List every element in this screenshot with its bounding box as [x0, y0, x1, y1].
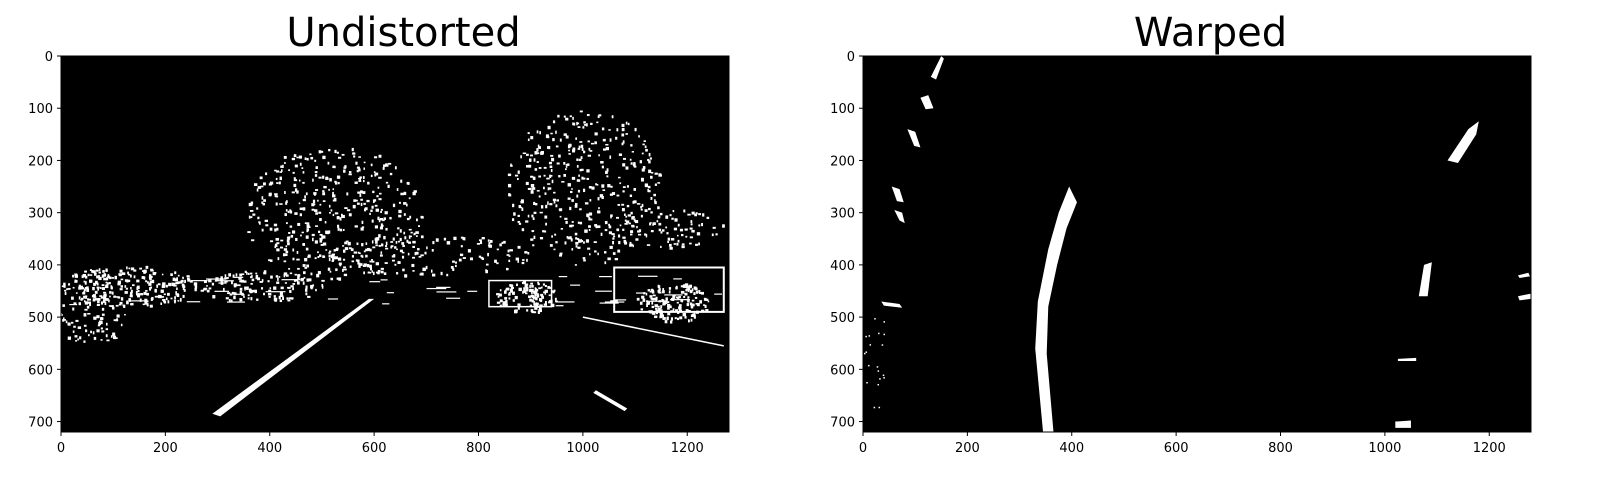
y-tick-label: 600: [28, 363, 53, 378]
warped-title: Warped: [1133, 10, 1288, 56]
axes-frame: [60, 55, 730, 433]
y-tick-label: 200: [830, 154, 855, 169]
y-tick-label: 700: [28, 416, 53, 431]
x-tick-label: 400: [257, 441, 282, 456]
x-tick-label: 400: [1059, 441, 1084, 456]
y-tick-label: 100: [830, 102, 855, 117]
y-tick-label: 0: [847, 50, 855, 65]
y-tick-label: 400: [28, 259, 53, 274]
x-tick-label: 1000: [1368, 441, 1401, 456]
warped-image-axes: 0 200 400 600 800 1000 1200 0 100 200 300 400 500 600…: [830, 50, 1532, 456]
undistorted-image-axes: 0 200 400 600 800 1000 1200 0 100 200 300 400 500 600…: [28, 50, 730, 456]
x-tick-label: 1200: [1473, 441, 1506, 456]
x-tick-label: 0: [57, 441, 65, 456]
y-tick-label: 300: [830, 207, 855, 222]
binary-image: [61, 56, 729, 432]
y-tick-label: 0: [45, 50, 53, 65]
x-tick-label: 800: [1268, 441, 1293, 456]
axes-frame: [862, 55, 1532, 433]
y-tick-label: 500: [28, 311, 53, 326]
x-tick-label: 600: [362, 441, 387, 456]
y-tick-label: 400: [830, 259, 855, 274]
x-tick-label: 0: [859, 441, 867, 456]
y-tick-label: 100: [28, 102, 53, 117]
x-tick-label: 600: [1164, 441, 1189, 456]
image-content: [51, 110, 725, 417]
y-tick-label: 600: [830, 363, 855, 378]
x-tick-label: 1000: [566, 441, 599, 456]
image-content: [864, 56, 1531, 432]
binary-image: [863, 56, 1531, 432]
warped-panel: Warped 0 200 400 600 800 1000 1200 0 100 200 300 40…: [807, 0, 1614, 498]
y-tick-label: 500: [830, 311, 855, 326]
x-tick-label: 200: [153, 441, 178, 456]
x-tick-label: 1200: [671, 441, 704, 456]
undistorted-title: Undistorted: [286, 10, 521, 56]
y-tick-label: 200: [28, 154, 53, 169]
x-tick-label: 800: [466, 441, 491, 456]
y-tick-label: 300: [28, 207, 53, 222]
undistorted-panel: Undistorted 0 200 400 600 800 1000 1200 0 100 200…: [28, 10, 730, 456]
x-tick-label: 200: [955, 441, 980, 456]
y-tick-label: 700: [830, 416, 855, 431]
